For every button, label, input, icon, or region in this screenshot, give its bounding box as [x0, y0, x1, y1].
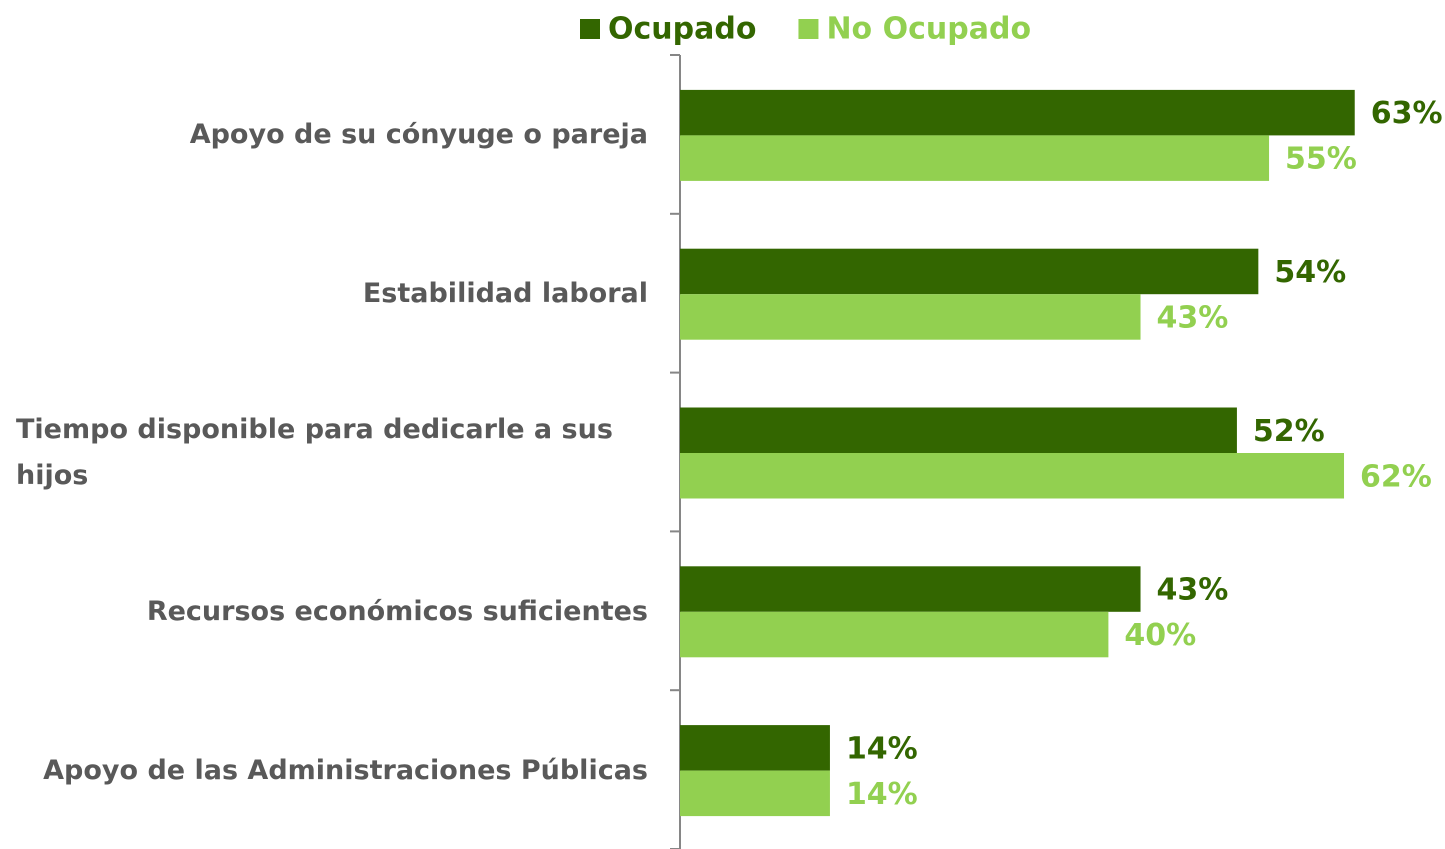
value-label: 62% — [1360, 459, 1432, 494]
bar — [680, 453, 1345, 499]
category-text: Apoyo de las Administraciones Públicas — [43, 754, 648, 786]
bar — [680, 566, 1141, 612]
value-label: 43% — [1157, 573, 1229, 608]
category-label: Recursos económicos suficientes — [16, 589, 648, 635]
legend-swatch — [580, 19, 600, 39]
bar — [680, 294, 1141, 340]
bar — [680, 248, 1259, 295]
value-label: 40% — [1124, 618, 1196, 653]
bar — [680, 407, 1237, 453]
value-label: 55% — [1285, 142, 1357, 177]
bar — [680, 725, 830, 771]
bar — [680, 611, 1109, 658]
value-label: 14% — [846, 731, 918, 766]
category-text: Recursos económicos suficientes — [146, 595, 648, 627]
category-text: Apoyo de su cónyuge o pareja — [189, 119, 648, 151]
value-label: 54% — [1274, 255, 1346, 290]
legend-label: Ocupado — [608, 12, 756, 47]
category-text: Estabilidad laboral — [362, 278, 648, 310]
category-label: Tiempo disponible para dedicarle a sus h… — [16, 407, 648, 499]
category-label: Apoyo de su cónyuge o pareja — [16, 112, 648, 158]
value-label: 14% — [846, 777, 918, 812]
bar — [680, 89, 1355, 136]
bar — [680, 770, 830, 817]
legend-label: No Ocupado — [826, 12, 1031, 47]
value-label: 52% — [1253, 414, 1325, 449]
category-text: Tiempo disponible para dedicarle a sus h… — [16, 414, 613, 491]
category-label: Apoyo de las Administraciones Públicas — [16, 748, 648, 794]
value-label: 43% — [1157, 300, 1229, 335]
legend-swatch — [798, 19, 819, 39]
bar — [680, 135, 1270, 181]
value-label: 63% — [1371, 96, 1443, 131]
category-label: Estabilidad laboral — [16, 271, 648, 317]
